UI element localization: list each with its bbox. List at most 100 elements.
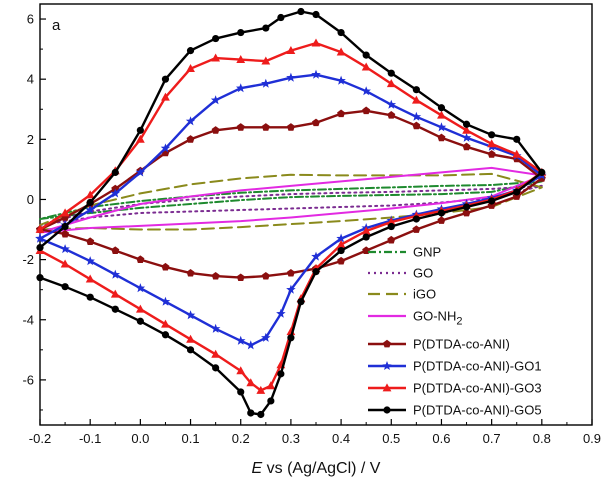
star-marker	[135, 283, 146, 293]
circle-marker	[36, 274, 44, 282]
circle-marker	[437, 104, 446, 112]
circle-marker	[186, 346, 195, 354]
triangle-marker	[311, 38, 321, 47]
pentagon-marker	[462, 142, 471, 151]
triangle-marker	[211, 349, 221, 358]
series-line	[39, 172, 543, 231]
circle-marker	[212, 34, 220, 43]
star-marker	[361, 86, 371, 96]
pentagon-marker	[111, 246, 120, 254]
y-tick-label: -2	[22, 252, 34, 267]
x-axis-title-rest: vs (Ag/AgCl) / V	[262, 460, 381, 477]
legend: GNP GO iGO GO-NH2 P(DTDA-co-ANI) P(DTDA-co-AN…	[368, 245, 542, 418]
pentagon-marker	[387, 111, 396, 119]
triangle-marker	[246, 378, 256, 387]
triangle-marker	[186, 334, 195, 343]
star-marker	[286, 72, 296, 82]
circle-marker	[387, 69, 395, 77]
x-axis-title-italic: E	[252, 460, 263, 477]
triangle-marker	[336, 47, 346, 56]
series-line	[38, 10, 543, 416]
axes: -0.2 -0.1 0.0 0.1 0.2 0.3 0.4 0.5 0.6 0.7 0.8 0.9 -6…	[22, 12, 601, 446]
triangle-marker	[135, 304, 145, 313]
star-marker	[235, 83, 246, 93]
star-marker	[210, 323, 221, 333]
circle-marker	[312, 10, 320, 19]
triangle-marker	[85, 190, 95, 199]
triangle-marker	[512, 149, 522, 158]
circle-marker	[262, 24, 270, 32]
series-p-dtda-co-ani-	[36, 106, 546, 282]
legend-item: GNP	[368, 245, 441, 260]
circle-marker	[437, 209, 446, 217]
x-tick-label: 0.5	[382, 431, 400, 446]
y-tick-label: -4	[22, 312, 34, 327]
triangle-marker	[60, 208, 70, 217]
triangle-marker	[110, 289, 120, 298]
triangle-marker	[411, 95, 421, 104]
circle-marker	[412, 215, 420, 223]
circle-marker	[337, 28, 345, 37]
triangle-marker	[386, 217, 396, 226]
legend-item: iGO	[368, 287, 436, 302]
circle-marker	[488, 131, 496, 139]
star-marker	[286, 284, 296, 294]
x-tick-label: 0.0	[131, 431, 149, 446]
circle-marker	[297, 7, 305, 16]
pentagon-marker	[312, 118, 320, 127]
star-marker	[261, 332, 271, 342]
circle-marker	[462, 120, 471, 128]
circle-marker	[136, 317, 144, 325]
circle-marker	[237, 28, 245, 37]
pentagon-marker	[211, 126, 220, 134]
circle-marker	[111, 305, 119, 313]
star-marker	[60, 244, 70, 254]
star-marker	[185, 310, 196, 320]
pentagon-marker	[86, 237, 95, 245]
circle-marker	[513, 135, 521, 143]
series-go	[39, 184, 543, 226]
pentagon-marker	[286, 123, 295, 131]
legend-label: GO	[413, 266, 433, 281]
pentagon-marker	[437, 216, 446, 224]
circle-marker	[86, 293, 94, 301]
circle-marker	[257, 410, 265, 419]
legend-label: P(DTDA-co-ANI)-GO3	[413, 381, 542, 396]
triangle-marker	[256, 385, 266, 394]
triangle-marker	[361, 62, 371, 71]
circle-marker	[277, 370, 285, 378]
circle-marker	[513, 188, 521, 196]
legend-item: P(DTDA-co-ANI)	[368, 337, 510, 352]
panel-label: a	[52, 17, 61, 34]
pentagon-marker	[211, 271, 220, 280]
star-marker	[246, 340, 256, 350]
triangle-marker	[462, 125, 471, 134]
legend-label: GNP	[413, 245, 441, 260]
y-tick-label: -6	[22, 372, 34, 387]
pentagon-marker	[412, 225, 421, 233]
triangle-marker	[161, 319, 170, 328]
pentagon-marker	[462, 208, 471, 217]
star-marker	[311, 69, 321, 79]
star-marker	[336, 75, 346, 85]
x-tick-label: 0.4	[332, 431, 350, 446]
circle-marker	[297, 298, 305, 306]
y-tick-label: 6	[27, 12, 34, 27]
circle-marker	[212, 364, 220, 372]
x-tick-label: 0.7	[483, 431, 501, 446]
circle-marker	[383, 406, 391, 414]
circle-marker	[337, 246, 345, 255]
series-line	[39, 184, 543, 226]
pentagon-marker	[136, 255, 145, 264]
triangle-marker	[361, 226, 371, 235]
triangle-marker	[135, 134, 145, 143]
circle-marker	[61, 222, 69, 231]
triangle-marker	[386, 79, 396, 88]
x-tick-label: -0.2	[29, 431, 51, 446]
series-p-dtda-co-ani-go5	[36, 7, 546, 419]
star-marker	[336, 233, 346, 243]
legend-item: P(DTDA-co-ANI)-GO1	[368, 359, 542, 374]
star-marker	[210, 95, 221, 105]
series-igo	[39, 172, 543, 231]
triangle-marker	[161, 92, 170, 101]
